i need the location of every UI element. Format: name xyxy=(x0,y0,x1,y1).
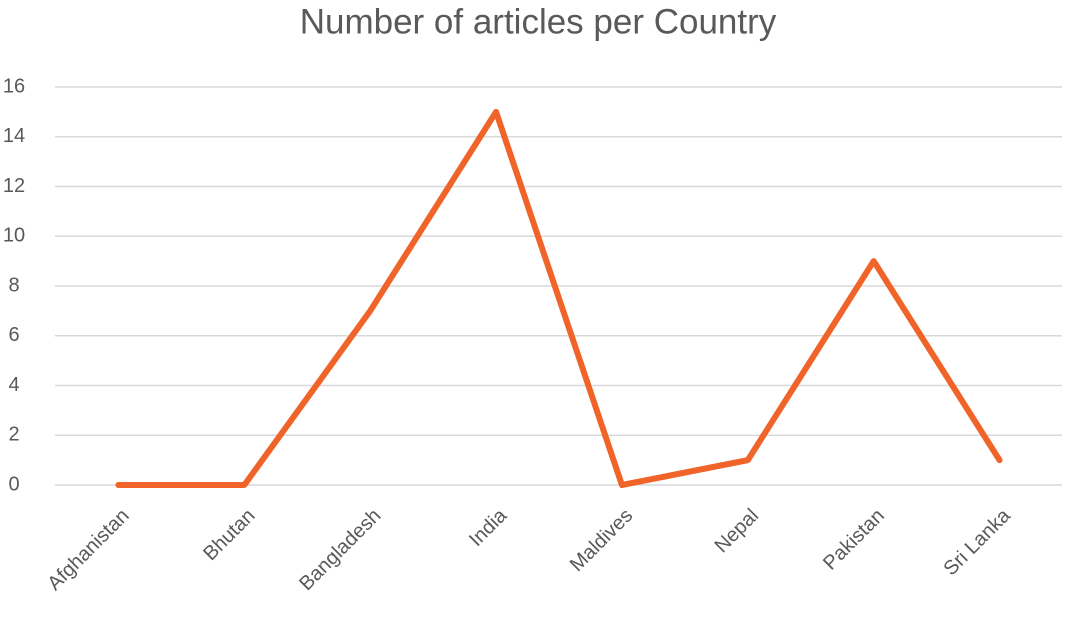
x-tick-label: Pakistan xyxy=(819,505,889,575)
x-tick-label: Sri Lanka xyxy=(940,504,1016,580)
data-line xyxy=(115,108,1003,488)
x-tick-label: Bhutan xyxy=(199,505,259,565)
x-tick-label: Afghanistan xyxy=(43,505,133,595)
y-tick-label: 16 xyxy=(3,75,25,97)
y-tick-label: 14 xyxy=(3,125,25,147)
y-tick-label: 12 xyxy=(3,175,25,197)
y-tick-label: 4 xyxy=(8,374,19,396)
chart-title: Number of articles per Country xyxy=(300,2,777,41)
y-tick-label: 6 xyxy=(8,324,19,346)
y-tick-label: 10 xyxy=(3,225,25,247)
x-tick-label: Bangladesh xyxy=(295,505,385,595)
y-tick-label: 2 xyxy=(8,424,19,446)
x-tick-label: Nepal xyxy=(711,505,764,558)
y-tick-label: 8 xyxy=(8,274,19,296)
y-tick-label: 0 xyxy=(8,473,19,495)
x-tick-label: Maldives xyxy=(566,505,637,576)
x-tick-label: India xyxy=(465,504,512,551)
